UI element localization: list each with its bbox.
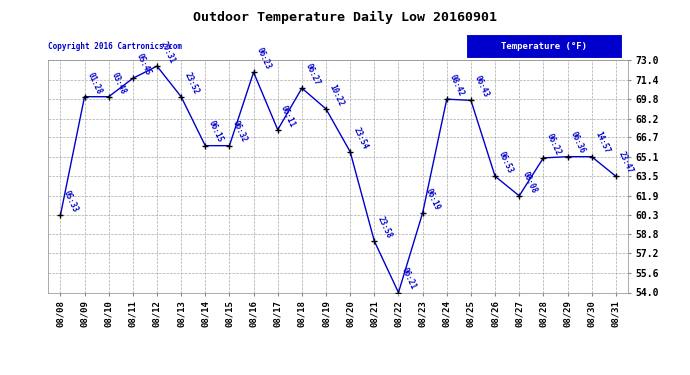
Text: 20:31: 20:31 [159,40,176,65]
Text: 06:27: 06:27 [304,62,321,87]
Text: 05:45: 05:45 [135,52,152,77]
Text: 23:47: 23:47 [618,150,635,175]
Text: 14:57: 14:57 [593,130,611,155]
Text: 06:22: 06:22 [545,132,562,156]
Text: 08:08: 08:08 [521,170,538,195]
Text: 23:58: 23:58 [376,215,393,240]
Text: 06:36: 06:36 [569,130,586,155]
Text: 06:21: 06:21 [400,266,417,291]
Text: Outdoor Temperature Daily Low 20160901: Outdoor Temperature Daily Low 20160901 [193,11,497,24]
Text: 06:53: 06:53 [497,150,514,175]
Text: 06:19: 06:19 [424,187,442,211]
Text: 23:54: 23:54 [352,126,369,150]
Text: 01:28: 01:28 [86,70,104,95]
Text: 23:52: 23:52 [183,70,200,95]
Text: 05:33: 05:33 [62,189,79,214]
Text: 06:15: 06:15 [207,120,224,144]
Text: 03:48: 03:48 [110,70,128,95]
Text: 10:22: 10:22 [328,83,345,108]
Text: 06:32: 06:32 [231,120,248,144]
Text: 06:43: 06:43 [473,74,490,99]
Text: 08:42: 08:42 [448,73,466,98]
Text: Copyright 2016 Cartronics.com: Copyright 2016 Cartronics.com [48,42,182,51]
Text: 06:23: 06:23 [255,46,273,71]
Text: 06:11: 06:11 [279,104,297,128]
